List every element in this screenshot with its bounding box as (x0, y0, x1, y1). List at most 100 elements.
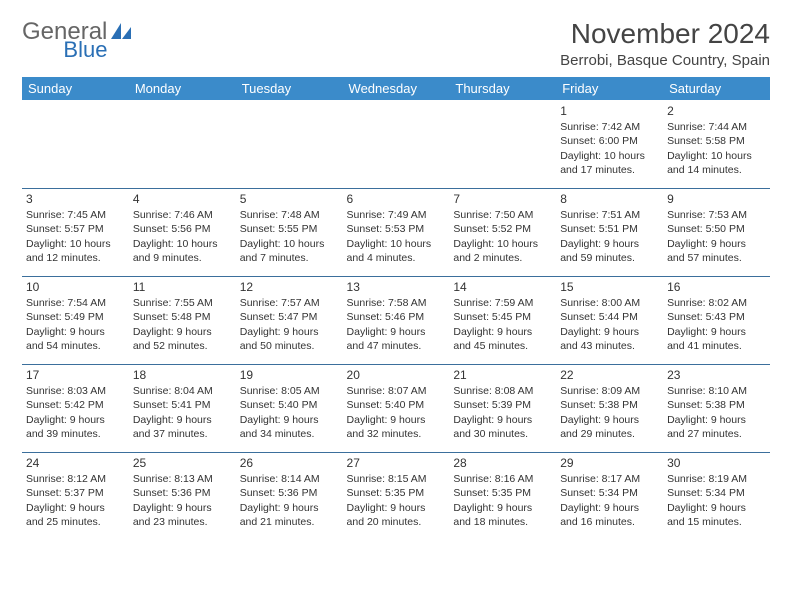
empty-day-cell (236, 101, 343, 189)
logo-text-blue: Blue (63, 37, 107, 63)
day-number: 9 (667, 191, 766, 207)
day-cell: 8Sunrise: 7:51 AMSunset: 5:51 PMDaylight… (556, 189, 663, 277)
day-number: 17 (26, 367, 125, 383)
day-number: 20 (347, 367, 446, 383)
logo-sail-icon (111, 23, 133, 41)
day-cell: 6Sunrise: 7:49 AMSunset: 5:53 PMDaylight… (343, 189, 450, 277)
empty-day-cell (22, 101, 129, 189)
daylight-text: Daylight: 9 hours and 18 minutes. (453, 501, 552, 529)
daylight-text: Daylight: 9 hours and 41 minutes. (667, 325, 766, 353)
sunset-text: Sunset: 5:45 PM (453, 310, 552, 324)
day-cell: 20Sunrise: 8:07 AMSunset: 5:40 PMDayligh… (343, 365, 450, 453)
sunset-text: Sunset: 5:50 PM (667, 222, 766, 236)
day-number: 15 (560, 279, 659, 295)
sunset-text: Sunset: 5:36 PM (133, 486, 232, 500)
day-number: 1 (560, 103, 659, 119)
sunset-text: Sunset: 5:44 PM (560, 310, 659, 324)
month-title: November 2024 (560, 18, 770, 50)
sunset-text: Sunset: 5:42 PM (26, 398, 125, 412)
day-cell: 27Sunrise: 8:15 AMSunset: 5:35 PMDayligh… (343, 453, 450, 541)
day-number: 6 (347, 191, 446, 207)
sunset-text: Sunset: 5:49 PM (26, 310, 125, 324)
sunset-text: Sunset: 5:39 PM (453, 398, 552, 412)
sunset-text: Sunset: 5:52 PM (453, 222, 552, 236)
day-number: 28 (453, 455, 552, 471)
daylight-text: Daylight: 9 hours and 54 minutes. (26, 325, 125, 353)
daylight-text: Daylight: 9 hours and 52 minutes. (133, 325, 232, 353)
calendar-week-row: 10Sunrise: 7:54 AMSunset: 5:49 PMDayligh… (22, 277, 770, 365)
sunrise-text: Sunrise: 8:13 AM (133, 472, 232, 486)
empty-day-cell (343, 101, 450, 189)
calendar-table: Sunday Monday Tuesday Wednesday Thursday… (22, 77, 770, 541)
weekday-header: Sunday (22, 77, 129, 101)
location-text: Berrobi, Basque Country, Spain (560, 52, 770, 69)
day-cell: 12Sunrise: 7:57 AMSunset: 5:47 PMDayligh… (236, 277, 343, 365)
daylight-text: Daylight: 9 hours and 59 minutes. (560, 237, 659, 265)
day-cell: 7Sunrise: 7:50 AMSunset: 5:52 PMDaylight… (449, 189, 556, 277)
calendar-week-row: 17Sunrise: 8:03 AMSunset: 5:42 PMDayligh… (22, 365, 770, 453)
day-cell: 15Sunrise: 8:00 AMSunset: 5:44 PMDayligh… (556, 277, 663, 365)
day-cell: 2Sunrise: 7:44 AMSunset: 5:58 PMDaylight… (663, 101, 770, 189)
sunset-text: Sunset: 5:38 PM (560, 398, 659, 412)
sunrise-text: Sunrise: 7:42 AM (560, 120, 659, 134)
sunrise-text: Sunrise: 7:55 AM (133, 296, 232, 310)
day-number: 19 (240, 367, 339, 383)
day-cell: 23Sunrise: 8:10 AMSunset: 5:38 PMDayligh… (663, 365, 770, 453)
day-number: 8 (560, 191, 659, 207)
day-cell: 4Sunrise: 7:46 AMSunset: 5:56 PMDaylight… (129, 189, 236, 277)
header: General Blue November 2024 Berrobi, Basq… (22, 18, 770, 69)
sunset-text: Sunset: 5:41 PM (133, 398, 232, 412)
sunset-text: Sunset: 5:34 PM (667, 486, 766, 500)
sunrise-text: Sunrise: 8:08 AM (453, 384, 552, 398)
calendar-week-row: 3Sunrise: 7:45 AMSunset: 5:57 PMDaylight… (22, 189, 770, 277)
day-cell: 22Sunrise: 8:09 AMSunset: 5:38 PMDayligh… (556, 365, 663, 453)
daylight-text: Daylight: 9 hours and 25 minutes. (26, 501, 125, 529)
daylight-text: Daylight: 9 hours and 37 minutes. (133, 413, 232, 441)
daylight-text: Daylight: 10 hours and 7 minutes. (240, 237, 339, 265)
sunrise-text: Sunrise: 7:59 AM (453, 296, 552, 310)
day-number: 30 (667, 455, 766, 471)
sunrise-text: Sunrise: 8:15 AM (347, 472, 446, 486)
daylight-text: Daylight: 9 hours and 23 minutes. (133, 501, 232, 529)
day-number: 2 (667, 103, 766, 119)
day-number: 21 (453, 367, 552, 383)
sunrise-text: Sunrise: 7:53 AM (667, 208, 766, 222)
day-number: 3 (26, 191, 125, 207)
day-number: 4 (133, 191, 232, 207)
day-number: 25 (133, 455, 232, 471)
sunrise-text: Sunrise: 8:19 AM (667, 472, 766, 486)
daylight-text: Daylight: 9 hours and 21 minutes. (240, 501, 339, 529)
sunset-text: Sunset: 6:00 PM (560, 134, 659, 148)
sunrise-text: Sunrise: 8:12 AM (26, 472, 125, 486)
daylight-text: Daylight: 9 hours and 45 minutes. (453, 325, 552, 353)
day-number: 24 (26, 455, 125, 471)
calendar-week-row: 24Sunrise: 8:12 AMSunset: 5:37 PMDayligh… (22, 453, 770, 541)
daylight-text: Daylight: 9 hours and 50 minutes. (240, 325, 339, 353)
sunset-text: Sunset: 5:47 PM (240, 310, 339, 324)
day-cell: 11Sunrise: 7:55 AMSunset: 5:48 PMDayligh… (129, 277, 236, 365)
sunrise-text: Sunrise: 8:05 AM (240, 384, 339, 398)
sunrise-text: Sunrise: 7:51 AM (560, 208, 659, 222)
sunrise-text: Sunrise: 7:46 AM (133, 208, 232, 222)
sunrise-text: Sunrise: 7:45 AM (26, 208, 125, 222)
sunrise-text: Sunrise: 7:58 AM (347, 296, 446, 310)
daylight-text: Daylight: 9 hours and 32 minutes. (347, 413, 446, 441)
sunset-text: Sunset: 5:46 PM (347, 310, 446, 324)
daylight-text: Daylight: 9 hours and 34 minutes. (240, 413, 339, 441)
sunset-text: Sunset: 5:40 PM (240, 398, 339, 412)
day-cell: 25Sunrise: 8:13 AMSunset: 5:36 PMDayligh… (129, 453, 236, 541)
day-cell: 26Sunrise: 8:14 AMSunset: 5:36 PMDayligh… (236, 453, 343, 541)
sunset-text: Sunset: 5:43 PM (667, 310, 766, 324)
daylight-text: Daylight: 9 hours and 57 minutes. (667, 237, 766, 265)
sunset-text: Sunset: 5:37 PM (26, 486, 125, 500)
sunset-text: Sunset: 5:40 PM (347, 398, 446, 412)
daylight-text: Daylight: 9 hours and 43 minutes. (560, 325, 659, 353)
daylight-text: Daylight: 9 hours and 20 minutes. (347, 501, 446, 529)
sunrise-text: Sunrise: 7:44 AM (667, 120, 766, 134)
day-cell: 1Sunrise: 7:42 AMSunset: 6:00 PMDaylight… (556, 101, 663, 189)
day-number: 23 (667, 367, 766, 383)
day-cell: 21Sunrise: 8:08 AMSunset: 5:39 PMDayligh… (449, 365, 556, 453)
sunset-text: Sunset: 5:38 PM (667, 398, 766, 412)
weekday-header: Tuesday (236, 77, 343, 101)
sunrise-text: Sunrise: 8:02 AM (667, 296, 766, 310)
